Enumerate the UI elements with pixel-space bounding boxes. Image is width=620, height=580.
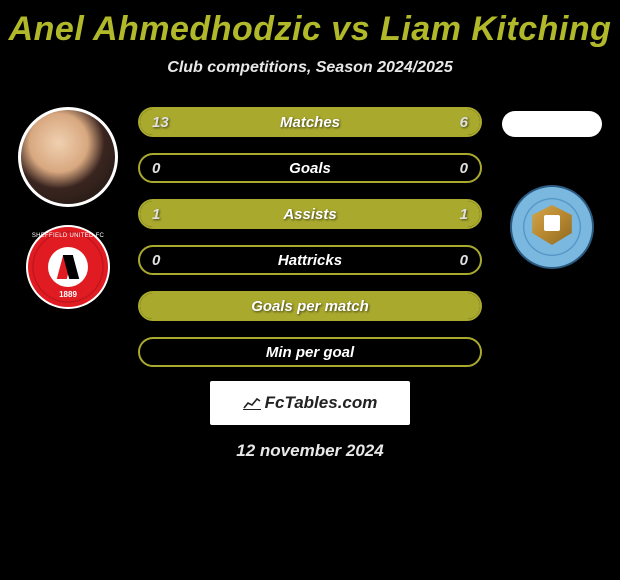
- stat-row: 11Assists: [138, 199, 482, 229]
- stat-label: Assists: [140, 201, 480, 227]
- attribution-badge: FcTables.com: [210, 381, 410, 425]
- stat-label: Matches: [140, 109, 480, 135]
- player-right-column: [492, 107, 612, 269]
- comparison-subtitle: Club competitions, Season 2024/2025: [0, 59, 620, 77]
- comparison-content: 136Matches 00Goals 11Assists 00Hattricks Goa…: [0, 107, 620, 377]
- stat-row: 00Hattricks: [138, 245, 482, 275]
- club-badge-left-inner: [48, 247, 88, 287]
- stat-row: Goals per match: [138, 291, 482, 321]
- player-left-column: [8, 107, 128, 309]
- stat-label: Goals: [140, 155, 480, 181]
- club-badge-left: [26, 225, 110, 309]
- attribution-text: FcTables.com: [243, 393, 378, 413]
- stat-label: Goals per match: [140, 293, 480, 319]
- stat-label: Hattricks: [140, 247, 480, 273]
- player-left-photo: [18, 107, 118, 207]
- chart-icon: [243, 396, 261, 410]
- stat-label: Min per goal: [140, 339, 480, 365]
- stat-row: 136Matches: [138, 107, 482, 137]
- comparison-title: Anel Ahmedhodzic vs Liam Kitching: [0, 0, 620, 49]
- stat-bars-container: 136Matches 00Goals 11Assists 00Hattricks Goa…: [138, 107, 482, 383]
- attribution-label: FcTables.com: [265, 393, 378, 413]
- stat-row: Min per goal: [138, 337, 482, 367]
- comparison-date: 12 november 2024: [0, 441, 620, 461]
- club-badge-right: [510, 185, 594, 269]
- player-right-photo-placeholder: [502, 111, 602, 137]
- stat-row: 00Goals: [138, 153, 482, 183]
